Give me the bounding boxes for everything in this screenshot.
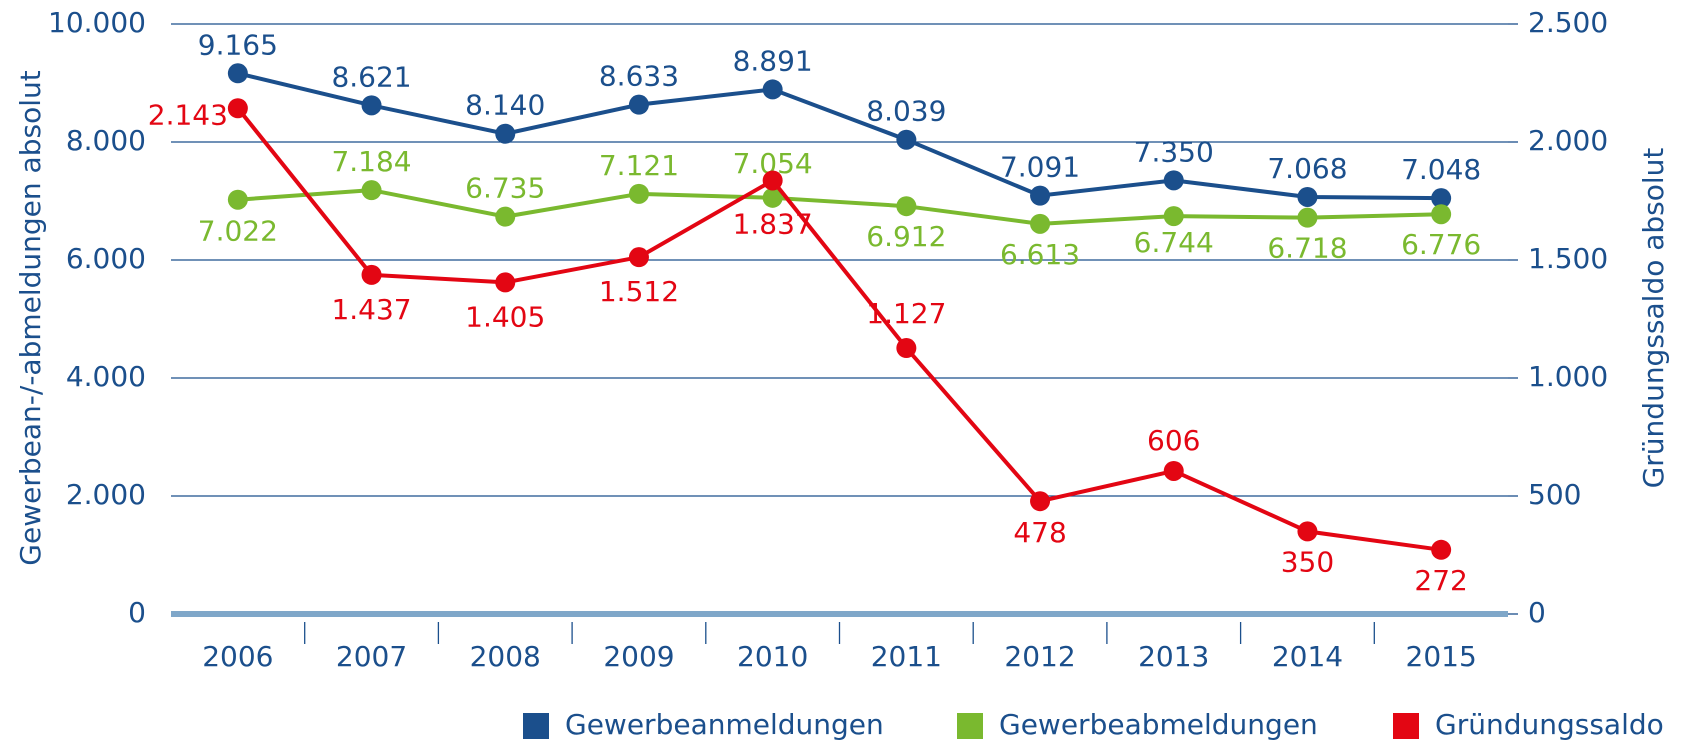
series-line xyxy=(236,107,1442,552)
data-point xyxy=(227,98,248,119)
data-label: 1.512 xyxy=(599,275,679,308)
y2-tick-label: 2.500 xyxy=(1528,6,1608,39)
data-point xyxy=(1163,206,1184,227)
data-point xyxy=(762,79,783,100)
x-tick-label: 2015 xyxy=(1406,640,1477,673)
data-label: 6.735 xyxy=(465,172,545,205)
series-line xyxy=(237,71,1442,201)
y-axis-title: Gewerbean-/-abmeldungen absolut xyxy=(14,70,47,565)
data-label: 7.048 xyxy=(1401,153,1481,186)
y2-tick-label: 1.000 xyxy=(1528,360,1608,393)
data-label: 606 xyxy=(1147,424,1200,457)
y2-tick-label: 2.000 xyxy=(1528,124,1608,157)
legend-swatch xyxy=(1393,713,1419,739)
data-label: 272 xyxy=(1414,564,1467,597)
data-point xyxy=(1431,188,1452,209)
data-point xyxy=(1030,185,1051,206)
data-point xyxy=(1163,460,1184,481)
y2-tick-label: 0 xyxy=(1528,596,1546,629)
x-tick-label: 2012 xyxy=(1004,640,1075,673)
data-point xyxy=(227,63,248,84)
data-point xyxy=(361,95,382,116)
data-point xyxy=(762,170,783,191)
x-tick-label: 2009 xyxy=(603,640,674,673)
data-label: 7.068 xyxy=(1267,152,1347,185)
data-label: 6.744 xyxy=(1134,226,1214,259)
data-label: 1.405 xyxy=(465,300,545,333)
legend-label: Gewerbeanmeldungen xyxy=(565,708,884,741)
legend-swatch xyxy=(523,713,549,739)
y-tick-label: 10.000 xyxy=(48,6,146,39)
data-point xyxy=(1030,213,1051,234)
x-tick-label: 2006 xyxy=(202,640,273,673)
data-label: 2.143 xyxy=(148,98,228,131)
data-point xyxy=(896,129,917,150)
data-point xyxy=(628,94,649,115)
data-label: 350 xyxy=(1281,545,1334,578)
y-tick-label: 2.000 xyxy=(66,478,146,511)
data-label: 8.039 xyxy=(866,95,946,128)
data-point xyxy=(495,272,516,293)
data-label: 7.091 xyxy=(1000,151,1080,184)
data-label: 6.613 xyxy=(1000,238,1080,271)
x-tick-label: 2013 xyxy=(1138,640,1209,673)
data-point xyxy=(227,189,248,210)
y-tick-label: 6.000 xyxy=(66,242,146,275)
data-point xyxy=(1431,539,1452,560)
data-label: 7.184 xyxy=(331,145,411,178)
data-label: 1.437 xyxy=(331,293,411,326)
data-point xyxy=(1297,207,1318,228)
y2-tick-label: 500 xyxy=(1528,478,1581,511)
data-label: 7.022 xyxy=(198,215,278,248)
data-label: 8.140 xyxy=(465,89,545,122)
data-point xyxy=(1030,491,1051,512)
x-tick-label: 2007 xyxy=(336,640,407,673)
data-label: 8.891 xyxy=(733,44,813,77)
data-label: 478 xyxy=(1013,516,1066,549)
data-point xyxy=(896,196,917,217)
data-point xyxy=(1431,204,1452,225)
y-tick-label: 4.000 xyxy=(66,360,146,393)
data-label: 6.718 xyxy=(1267,232,1347,265)
y-tick-label: 0 xyxy=(128,596,146,629)
data-label: 6.912 xyxy=(866,220,946,253)
legend-swatch xyxy=(957,713,983,739)
data-point xyxy=(1297,521,1318,542)
data-label: 7.121 xyxy=(599,149,679,182)
data-point xyxy=(1297,186,1318,207)
data-label: 1.837 xyxy=(733,207,813,240)
data-label: 7.350 xyxy=(1134,135,1214,168)
legend-label: Gründungssaldo xyxy=(1435,708,1664,741)
data-point xyxy=(1163,170,1184,191)
data-point xyxy=(896,338,917,359)
x-tick-label: 2008 xyxy=(470,640,541,673)
data-label: 9.165 xyxy=(198,28,278,61)
series-line xyxy=(237,188,1442,226)
data-label: 1.127 xyxy=(866,297,946,330)
data-point xyxy=(361,264,382,285)
data-label: 8.633 xyxy=(599,60,679,93)
data-point xyxy=(495,123,516,144)
x-tick-label: 2014 xyxy=(1272,640,1343,673)
data-point xyxy=(495,206,516,227)
x-tick-label: 2011 xyxy=(871,640,942,673)
y2-axis-title: Gründungssaldo absolut xyxy=(1637,148,1670,489)
y2-tick-label: 1.500 xyxy=(1528,242,1608,275)
data-point xyxy=(628,247,649,268)
data-point xyxy=(361,180,382,201)
y-tick-label: 8.000 xyxy=(66,124,146,157)
data-point xyxy=(762,187,783,208)
data-label: 8.621 xyxy=(331,60,411,93)
legend-label: Gewerbeabmeldungen xyxy=(999,708,1318,741)
data-point xyxy=(628,183,649,204)
data-label: 6.776 xyxy=(1401,228,1481,261)
x-tick-label: 2010 xyxy=(737,640,808,673)
